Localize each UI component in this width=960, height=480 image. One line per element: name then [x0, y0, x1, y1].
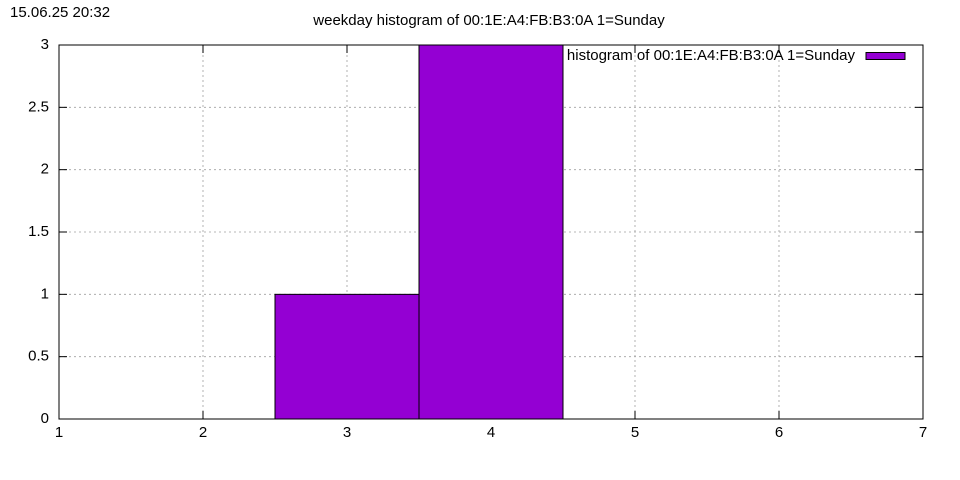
- x-tick-label: 4: [487, 424, 495, 441]
- legend-label: weekday histogram of 00:1E:A4:FB:B3:0A 1…: [503, 47, 856, 64]
- timestamp: 15.06.25 20:32: [10, 4, 110, 21]
- y-tick-label: 1.5: [28, 223, 49, 240]
- chart-title: weekday histogram of 00:1E:A4:FB:B3:0A 1…: [312, 12, 665, 29]
- y-tick-label: 1: [41, 285, 49, 302]
- y-tick-label: 2: [41, 161, 49, 178]
- x-tick-label: 3: [343, 424, 351, 441]
- x-tick-label: 1: [55, 424, 63, 441]
- x-tick-label: 2: [199, 424, 207, 441]
- x-tick-label: 7: [919, 424, 927, 441]
- y-tick-label: 2.5: [28, 98, 49, 115]
- plot-frame: [58, 44, 924, 420]
- bar: [418, 44, 564, 420]
- y-tick-label: 0: [41, 410, 49, 427]
- bar: [274, 293, 420, 420]
- x-tick-label: 6: [775, 424, 783, 441]
- legend-swatch: [865, 52, 906, 60]
- y-tick-label: 0.5: [28, 348, 49, 365]
- y-tick-label: 3: [41, 36, 49, 53]
- x-tick-label: 5: [631, 424, 639, 441]
